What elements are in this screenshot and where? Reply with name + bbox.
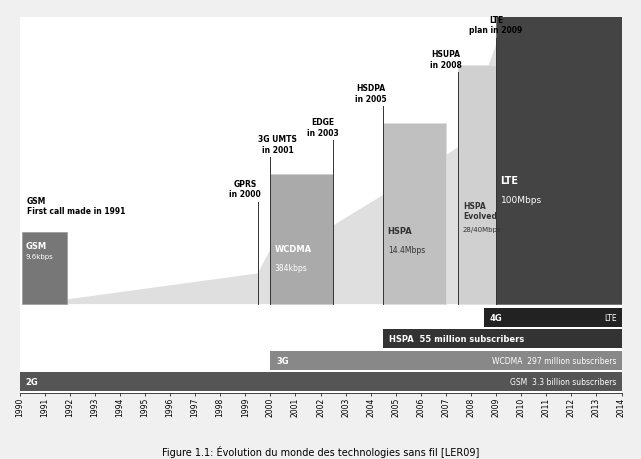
- Polygon shape: [19, 45, 622, 304]
- Text: 3G: 3G: [277, 356, 289, 365]
- Text: HSUPA
in 2008: HSUPA in 2008: [430, 50, 462, 69]
- Bar: [383, 124, 446, 304]
- Text: WCDMA  297 million subscribers: WCDMA 297 million subscribers: [492, 356, 617, 365]
- Bar: [19, 373, 622, 392]
- Text: GPRS
in 2000: GPRS in 2000: [229, 179, 261, 199]
- Text: LTE
plan in 2009: LTE plan in 2009: [469, 16, 522, 35]
- Text: GSM: GSM: [26, 241, 47, 250]
- Text: GSM  3.3 billion subscribers: GSM 3.3 billion subscribers: [510, 377, 617, 386]
- Text: 14.4Mbps: 14.4Mbps: [388, 245, 425, 254]
- Text: 9.6kbps: 9.6kbps: [26, 253, 53, 259]
- Bar: [496, 0, 622, 304]
- Text: Figure 1.1: Évolution du monde des technologies sans fil [LER09]: Figure 1.1: Évolution du monde des techn…: [162, 445, 479, 457]
- Bar: [383, 330, 622, 348]
- Text: HSPA  55 million subscribers: HSPA 55 million subscribers: [390, 335, 525, 343]
- Text: HSPA
Evolved: HSPA Evolved: [463, 201, 497, 220]
- Text: 100Mbps: 100Mbps: [501, 195, 542, 204]
- Text: 3G UMTS
in 2001: 3G UMTS in 2001: [258, 135, 297, 155]
- Text: LTE: LTE: [604, 313, 617, 322]
- Bar: [458, 66, 496, 304]
- Text: GSM
First call made in 1991: GSM First call made in 1991: [27, 196, 126, 216]
- Text: WCDMA: WCDMA: [275, 244, 312, 253]
- Text: 384kbps: 384kbps: [275, 263, 308, 272]
- Text: 2G: 2G: [26, 377, 38, 386]
- Text: 28/40Mbps: 28/40Mbps: [463, 226, 501, 232]
- Text: HSDPA
in 2005: HSDPA in 2005: [355, 84, 387, 103]
- Text: 4G: 4G: [490, 313, 503, 322]
- Bar: [22, 233, 67, 304]
- Bar: [271, 175, 333, 304]
- Text: HSPA: HSPA: [388, 227, 412, 235]
- Text: LTE: LTE: [501, 176, 519, 186]
- Bar: [271, 351, 622, 370]
- Text: EDGE
in 2003: EDGE in 2003: [307, 118, 339, 138]
- Bar: [483, 308, 622, 327]
